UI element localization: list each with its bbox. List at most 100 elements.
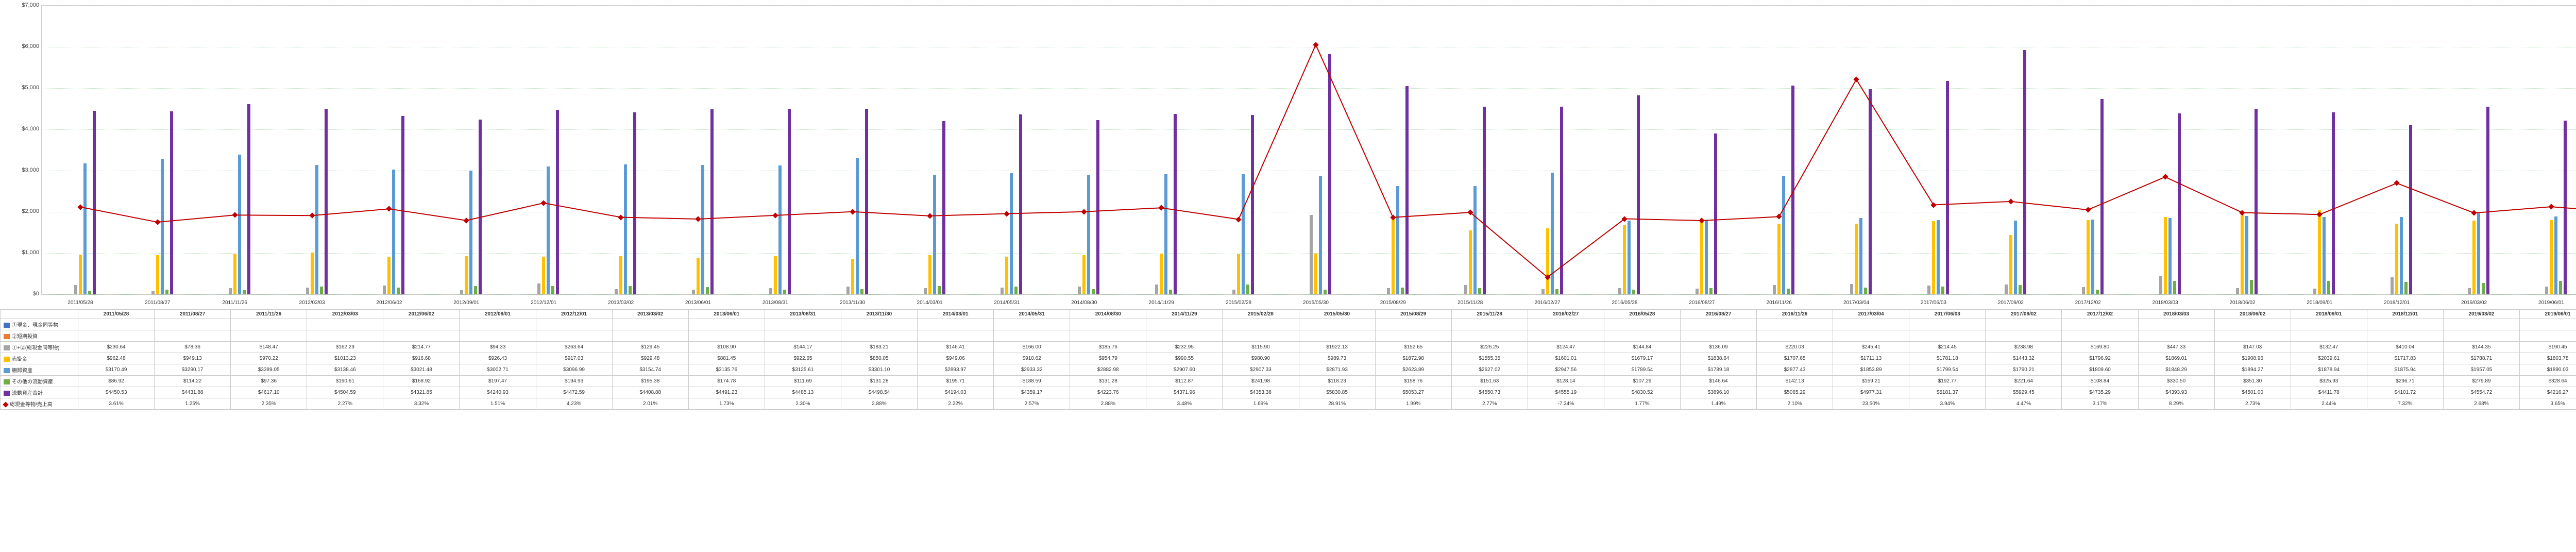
data-cell: $142.13 [1757,376,1833,387]
data-cell: $5181.37 [1909,387,1986,398]
x-tick-label: 2017/06/03 [1895,300,1972,306]
bar-s4 [2087,220,2090,294]
bar-s3 [1696,289,1699,294]
data-cell: 3.65% [2520,398,2576,410]
bar-s3 [74,285,77,294]
data-cell [2138,319,2214,330]
row-label: 流動資産合計 [12,391,43,396]
bar-s6 [2559,281,2562,294]
data-cell: $1869.01 [2138,353,2214,364]
bar-s6 [243,290,246,294]
bar-s4 [851,259,854,294]
bar-s4 [2164,217,2167,294]
bar-s7 [2100,99,2104,294]
bar-s4 [1469,230,1472,294]
bar-s7 [2255,109,2258,294]
data-cell: $1601.01 [1528,353,1604,364]
bar-s3 [1310,215,1313,294]
data-cell [1604,330,1680,342]
period-group: 2017/12/02 [2049,6,2127,294]
col-header: 2014/05/31 [994,310,1070,319]
bar-s3 [151,291,155,294]
bar-s7 [2178,113,2181,295]
period-group: 2014/11/29 [1123,6,1200,294]
y-left-tick: $0 [11,291,39,297]
bar-s7 [2332,112,2335,294]
data-cell [918,330,994,342]
period-group: 2016/11/26 [1740,6,1818,294]
data-cell: $1781.18 [1909,353,1986,364]
bar-s3 [1541,289,1545,294]
period-group: 2018/12/01 [2358,6,2435,294]
bar-s3 [1078,287,1081,294]
data-cell [383,319,460,330]
bar-s3 [2545,287,2548,294]
data-cell: $3002.71 [460,364,536,376]
bar-s4 [774,256,777,294]
data-cell: $4472.59 [536,387,612,398]
data-cell: $4353.38 [1223,387,1299,398]
data-cell: $131.28 [841,376,917,387]
bar-s5 [701,165,704,294]
data-cell [1757,319,1833,330]
data-cell: $1809.60 [2062,364,2138,376]
bar-s6 [397,288,400,295]
col-header: 2019/03/02 [2443,310,2519,319]
data-cell: $1679.17 [1604,353,1680,364]
bar-s3 [460,290,463,294]
data-cell: $190.45 [2520,342,2576,353]
data-cell: $949.13 [155,353,231,364]
data-cell: $158.76 [1375,376,1451,387]
data-cell: $926.43 [460,353,536,364]
data-cell: $4393.93 [2138,387,2214,398]
data-cell [2062,330,2138,342]
bar-s5 [2554,216,2557,294]
period-group: 2015/11/28 [1432,6,1509,294]
bar-s6 [1401,288,1404,294]
data-cell: 1.77% [1604,398,1680,410]
y-left-tick: $4,000 [11,126,39,132]
bar-s5 [1705,221,1708,294]
data-cell: $1443.32 [1986,353,2062,364]
period-group: 2011/11/26 [196,6,274,294]
data-cell: $4101.72 [2367,387,2443,398]
bar-s7 [1405,86,1409,294]
col-header: 2016/05/28 [1604,310,1680,319]
data-cell [383,330,460,342]
data-cell [2062,319,2138,330]
data-cell [765,319,841,330]
bar-s3 [2159,276,2162,294]
data-cell: 2.27% [307,398,383,410]
data-cell [688,330,765,342]
data-cell: $4321.85 [383,387,460,398]
bar-s7 [1251,115,1254,294]
data-cell: $5065.29 [1757,387,1833,398]
col-header: 2013/08/31 [765,310,841,319]
bar-s4 [1777,224,1781,294]
data-cell [765,330,841,342]
bar-s6 [1092,289,1095,295]
col-header: 2017/03/04 [1833,310,1909,319]
bar-s3 [1387,288,1390,294]
data-cell: $962.48 [78,353,155,364]
data-cell: $144.17 [765,342,841,353]
period-group: 2018/09/01 [2281,6,2358,294]
bar-s6 [629,286,632,294]
bar-s6 [1324,290,1327,294]
row-header: 売掛金 [1,353,78,364]
data-cell: $169.80 [2062,342,2138,353]
data-cell: $232.95 [1146,342,1223,353]
bar-s5 [778,165,782,294]
row-label: ①現金、現金同等物 [12,323,58,328]
period-group: 2012/03/03 [274,6,351,294]
bar-s7 [170,111,173,294]
bar-s7 [1560,107,1563,294]
bar-s3 [769,288,772,294]
bar-s6 [2019,285,2022,294]
bar-s6 [2404,282,2408,294]
period-group: 2011/08/27 [119,6,196,294]
bar-s7 [1096,120,1099,294]
x-tick-label: 2016/11/26 [1740,300,1818,306]
bar-s3 [1618,288,1621,294]
data-cell: $107.29 [1604,376,1680,387]
